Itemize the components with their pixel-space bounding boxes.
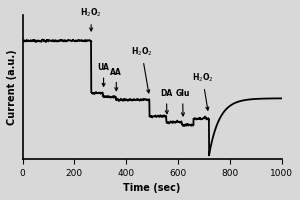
Text: H$_2$O$_2$: H$_2$O$_2$ <box>192 71 213 110</box>
Text: AA: AA <box>110 68 122 91</box>
Text: H$_2$O$_2$: H$_2$O$_2$ <box>80 7 102 31</box>
Text: UA: UA <box>98 63 110 86</box>
X-axis label: Time (sec): Time (sec) <box>123 183 181 193</box>
Text: Glu: Glu <box>176 89 190 116</box>
Text: DA: DA <box>160 89 172 114</box>
Text: H$_2$O$_2$: H$_2$O$_2$ <box>131 46 152 93</box>
Y-axis label: Current (a.u.): Current (a.u.) <box>7 49 17 125</box>
